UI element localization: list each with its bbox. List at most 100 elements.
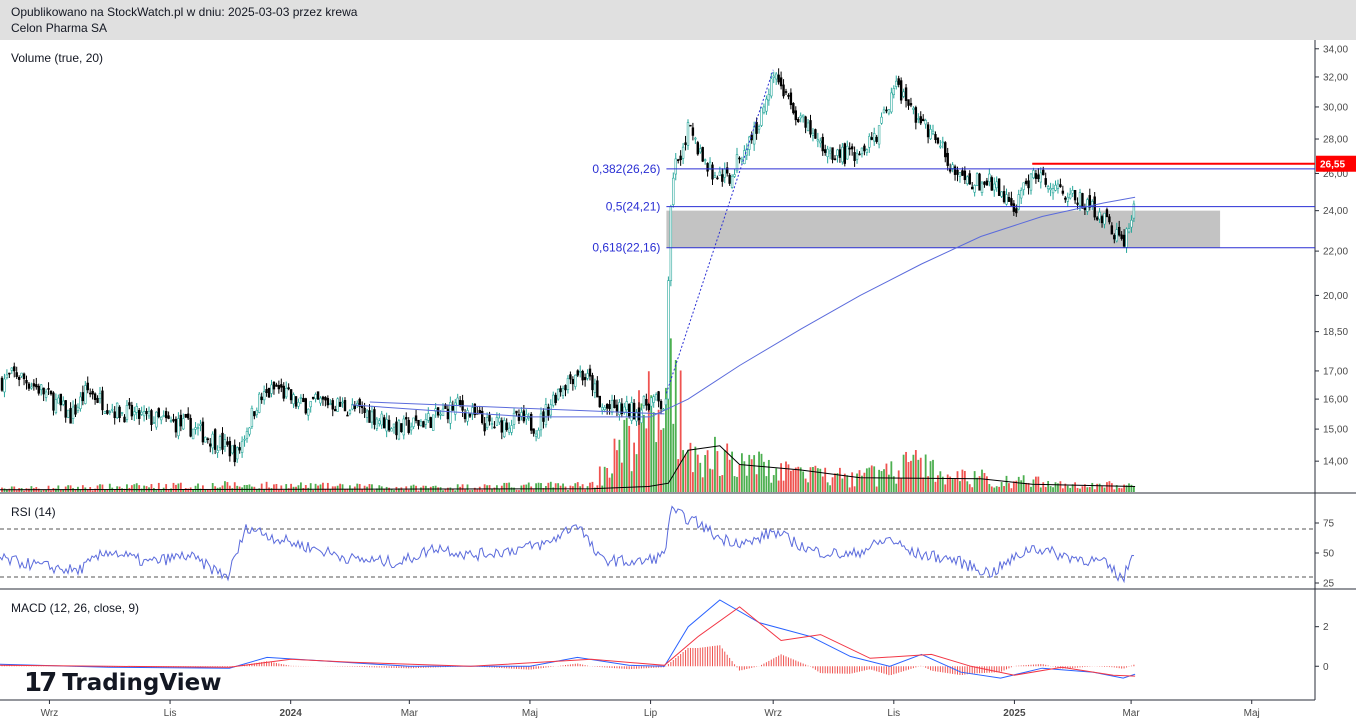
- candle-body: [319, 397, 322, 404]
- volume-bar: [1110, 483, 1113, 492]
- candle-body: [909, 103, 913, 106]
- volume-bar: [339, 483, 341, 492]
- volume-bar: [959, 481, 961, 492]
- volume-bar: [674, 360, 677, 492]
- chart-grid: [0, 40, 1356, 704]
- volume-bar: [912, 454, 915, 492]
- candle-body: [924, 120, 927, 125]
- volume-bar: [461, 484, 464, 492]
- volume-bar: [662, 428, 665, 492]
- candle-body: [209, 443, 212, 447]
- volume-bar: [513, 487, 515, 492]
- candle-body: [1019, 190, 1023, 199]
- volume-bar: [946, 474, 949, 492]
- stock-chart[interactable]: 14,00 15,00 16,00 17,00 18,50 20,00 22,00 24,00…: [0, 40, 1356, 720]
- candle-body: [512, 412, 516, 425]
- volume-bar: [30, 486, 33, 492]
- volume-bar: [10, 486, 13, 492]
- candle-body: [351, 403, 354, 410]
- volume-bar: [635, 454, 638, 492]
- candle-body: [463, 412, 467, 420]
- volume-bar: [949, 476, 952, 492]
- candle-body: [716, 177, 719, 180]
- volume-bar: [309, 483, 312, 492]
- volume-bar: [1017, 476, 1020, 492]
- volume-bar: [608, 477, 611, 492]
- volume-bar: [699, 462, 702, 492]
- volume-bar: [1101, 486, 1103, 492]
- volume-bar: [150, 484, 153, 492]
- candle-body: [111, 408, 114, 411]
- candle-body: [250, 407, 254, 427]
- candle-body: [248, 427, 251, 435]
- candle-body: [304, 398, 307, 414]
- candle-body: [517, 414, 521, 421]
- volume-bar: [1086, 487, 1089, 492]
- candle-body: [221, 432, 224, 450]
- candle-body: [189, 418, 192, 437]
- volume-bar: [995, 486, 998, 492]
- volume-bar: [883, 469, 885, 492]
- candle-body: [8, 372, 11, 375]
- candle-body: [779, 77, 783, 87]
- volume-bar: [202, 485, 204, 492]
- volume-bar: [733, 476, 736, 492]
- candle-body: [174, 418, 178, 433]
- candle-body: [853, 152, 856, 161]
- candle-body: [169, 420, 173, 422]
- candle-body: [993, 183, 996, 191]
- volume-bar: [574, 483, 577, 492]
- candle-body: [431, 414, 435, 431]
- volume-bar: [677, 459, 680, 492]
- candle-body: [385, 419, 388, 432]
- volume-bar: [704, 455, 707, 492]
- candle-body: [314, 394, 317, 400]
- candle-body: [615, 404, 619, 412]
- candle-body: [1034, 173, 1038, 179]
- candle-body: [510, 425, 513, 433]
- candle-body: [1044, 178, 1047, 185]
- volume-bar: [263, 489, 266, 492]
- volume-bar: [853, 486, 856, 492]
- candle-body: [93, 393, 97, 401]
- candle-body: [956, 169, 959, 175]
- volume-bar: [944, 484, 947, 492]
- candle-body: [618, 402, 621, 415]
- candle-body: [284, 388, 288, 398]
- candle-body: [784, 91, 788, 93]
- candle-body: [703, 159, 707, 162]
- volume-bar: [101, 484, 104, 492]
- volume-bar: [657, 409, 660, 492]
- tradingview-logo[interactable]: 17 TradingView: [24, 668, 222, 698]
- volume-bar: [130, 485, 133, 492]
- candle-body: [1005, 194, 1008, 205]
- volume-bar: [1003, 486, 1005, 492]
- candle-body: [890, 92, 893, 113]
- volume-bar: [297, 485, 300, 492]
- candle-body: [493, 426, 496, 429]
- candle-body: [912, 107, 915, 110]
- candle-body: [904, 87, 908, 101]
- candle-body: [809, 120, 812, 135]
- volume-bar: [106, 489, 109, 492]
- volume-bar: [841, 478, 844, 492]
- candle-body: [701, 147, 704, 162]
- candle-body: [57, 397, 60, 404]
- fib-level-label: 0,5(24,21): [606, 200, 661, 214]
- volume-bar: [1030, 486, 1032, 492]
- volume-bar: [255, 489, 258, 492]
- volume-bar: [167, 489, 170, 492]
- candle-body: [1132, 203, 1136, 219]
- candle-body: [1029, 173, 1033, 191]
- candle-body: [1130, 219, 1133, 228]
- time-tick-label: Wrz: [41, 708, 59, 719]
- candle-body: [341, 401, 344, 404]
- volume-bar: [934, 481, 937, 492]
- candle-body: [534, 433, 538, 437]
- volume-bar: [939, 471, 942, 492]
- candle-body: [1049, 188, 1052, 191]
- candle-body: [228, 441, 232, 457]
- candle-body: [294, 396, 298, 407]
- candle-body: [1086, 199, 1089, 212]
- candle-body: [370, 411, 374, 423]
